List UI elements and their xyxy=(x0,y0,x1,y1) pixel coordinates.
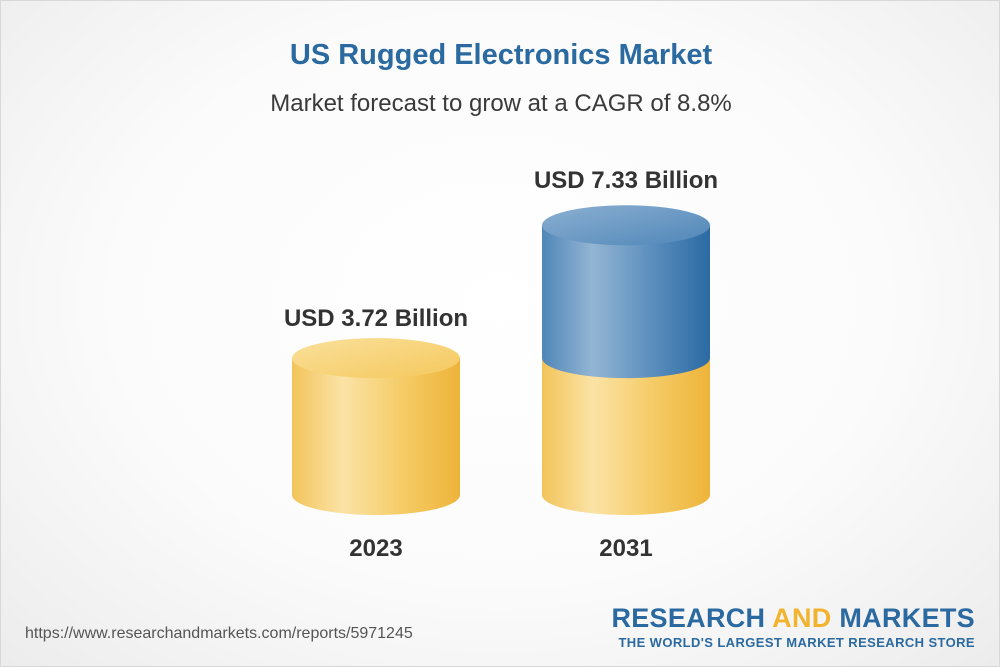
bar-top-2023 xyxy=(292,338,460,379)
category-label-2031: 2031 xyxy=(599,535,652,562)
logo-wordmark: RESEARCH AND MARKETS xyxy=(611,603,975,633)
category-label-2023: 2023 xyxy=(349,535,402,562)
logo-word-markets: MARKETS xyxy=(839,603,975,633)
page-title: US Rugged Electronics Market xyxy=(289,39,713,71)
value-label-2023: USD 3.72 Billion xyxy=(284,305,468,332)
research-and-markets-logo: RESEARCH AND MARKETS THE WORLD'S LARGEST… xyxy=(611,603,975,650)
bar-growth-segment-2031 xyxy=(542,225,710,379)
value-label-2031: USD 7.33 Billion xyxy=(534,167,718,194)
logo-word-and: AND xyxy=(772,603,832,633)
page-subtitle: Market forecast to grow at a CAGR of 8.8… xyxy=(270,90,732,117)
logo-word-research: RESEARCH xyxy=(611,603,766,633)
bar-top-2031 xyxy=(542,205,710,246)
bar-base-segment-2031 xyxy=(542,358,710,515)
logo-tagline: THE WORLD'S LARGEST MARKET RESEARCH STOR… xyxy=(618,635,975,650)
bar-2023 xyxy=(292,358,460,515)
source-url: https://www.researchandmarkets.com/repor… xyxy=(25,625,413,642)
chart: USD 3.72 Billion USD 7.33 Billion 2023 2… xyxy=(284,167,718,562)
